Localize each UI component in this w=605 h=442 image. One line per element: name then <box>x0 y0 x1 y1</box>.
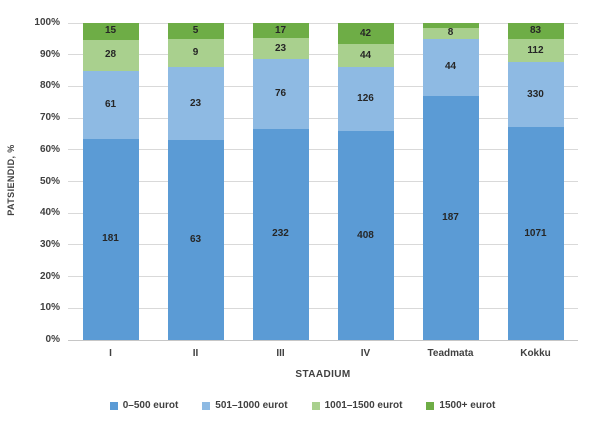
x-category-label-III: III <box>276 348 285 359</box>
bar-segment-label: 126 <box>357 93 374 105</box>
legend-label: 1500+ eurot <box>439 400 496 411</box>
y-tick-label: 10% <box>39 302 60 314</box>
bar-segment <box>337 23 394 45</box>
bar-segment <box>167 67 224 141</box>
legend-item: 501–1000 eurot <box>202 400 288 411</box>
legend-swatch-icon <box>202 401 211 410</box>
y-tick-label: 100% <box>34 17 60 28</box>
gridline-20% <box>68 276 578 278</box>
bar-segment-label: 8 <box>447 27 454 39</box>
x-category-label-IV: IV <box>360 348 371 359</box>
bar-segment-label: 44 <box>444 61 457 73</box>
bar-segment <box>82 70 139 139</box>
bar-segment <box>252 38 309 60</box>
x-axis-title: STAADIUM <box>295 369 351 380</box>
bar-segment <box>252 128 309 340</box>
legend-swatch-icon <box>109 401 118 410</box>
bar-segment-label: 63 <box>189 234 202 246</box>
bar-segment-label: 187 <box>442 212 459 224</box>
bar-segment-label: 28 <box>104 49 117 61</box>
bar-segment <box>167 38 224 68</box>
bar-segment <box>422 38 479 97</box>
gridline-70% <box>68 117 578 119</box>
y-tick-label: 80% <box>39 80 60 92</box>
y-tick-label: 50% <box>39 175 60 187</box>
legend-swatch-icon <box>311 401 320 410</box>
bar-segment <box>167 140 224 340</box>
gridline-100% <box>68 22 578 24</box>
bar-segment-label: 42 <box>359 27 372 39</box>
bar-segment-label: 23 <box>189 97 202 109</box>
gridline-0% <box>68 339 578 341</box>
bar-segment-label: 23 <box>274 42 287 54</box>
gridline-60% <box>68 149 578 151</box>
bar-segment <box>422 96 479 340</box>
gridline-10% <box>68 307 578 309</box>
legend-item: 1500+ eurot <box>426 400 495 411</box>
legend-item: 0–500 eurot <box>109 400 179 411</box>
legend-swatch-icon <box>426 401 435 410</box>
bar-segment-label: 232 <box>272 228 289 240</box>
bar-segment <box>422 23 479 29</box>
bar-segment <box>167 23 224 39</box>
gridline-30% <box>68 244 578 246</box>
bar-segment <box>337 66 394 132</box>
y-tick-label: 60% <box>39 143 60 155</box>
bar-segment <box>252 23 309 39</box>
bar-segment-label: 5 <box>192 24 199 36</box>
bar-segment-label: 17 <box>274 24 287 36</box>
bar-segment-label: 112 <box>527 44 544 56</box>
x-category-label-I: I <box>109 348 112 359</box>
y-tick-label: 90% <box>39 48 60 60</box>
bar-segment-label: 15 <box>104 25 117 37</box>
gridline-40% <box>68 212 578 214</box>
legend-label: 1001–1500 eurot <box>324 400 403 411</box>
gridline-80% <box>68 85 578 87</box>
bar-segment-label: 76 <box>274 88 287 100</box>
y-tick-label: 0% <box>45 334 60 345</box>
bar-segment-label: 408 <box>357 229 374 241</box>
bar-segment-label: 61 <box>104 98 117 110</box>
gridline-50% <box>68 181 578 182</box>
bar-segment <box>337 131 394 340</box>
legend: 0–500 eurot 501–1000 eurot 1001–1500 eurot… <box>0 400 605 411</box>
bar-segment <box>252 59 309 129</box>
x-category-label-Teadmata: Teadmata <box>427 348 474 359</box>
bar-segment-label: 330 <box>527 88 544 100</box>
bar-segment <box>422 28 479 39</box>
legend-label: 501–1000 eurot <box>215 400 288 411</box>
bar-segment <box>507 39 564 62</box>
bar-segment <box>82 23 139 40</box>
gridline-90% <box>68 54 578 56</box>
x-category-label-Kokku: Kokku <box>520 348 551 359</box>
bar-segment-label: 1071 <box>524 227 547 239</box>
bar-segment <box>507 127 564 340</box>
y-tick-label: 70% <box>39 112 60 124</box>
bar-segment-label: 9 <box>192 47 199 59</box>
bar-segment <box>82 39 139 71</box>
bar-segment <box>507 23 564 40</box>
bar-segment-label: 83 <box>529 25 542 37</box>
y-tick-label: 30% <box>39 238 60 250</box>
bar-segment <box>507 61 564 128</box>
x-category-label-II: II <box>192 348 199 359</box>
bar-segment <box>337 44 394 67</box>
y-tick-label: 40% <box>39 207 60 219</box>
bar-segment <box>82 138 139 340</box>
bar-segment-label: 44 <box>359 49 372 61</box>
legend-label: 0–500 eurot <box>122 400 179 411</box>
bar-segment-label: 181 <box>102 233 119 245</box>
legend-item: 1001–1500 eurot <box>311 400 403 411</box>
y-tick-label: 20% <box>39 270 60 282</box>
